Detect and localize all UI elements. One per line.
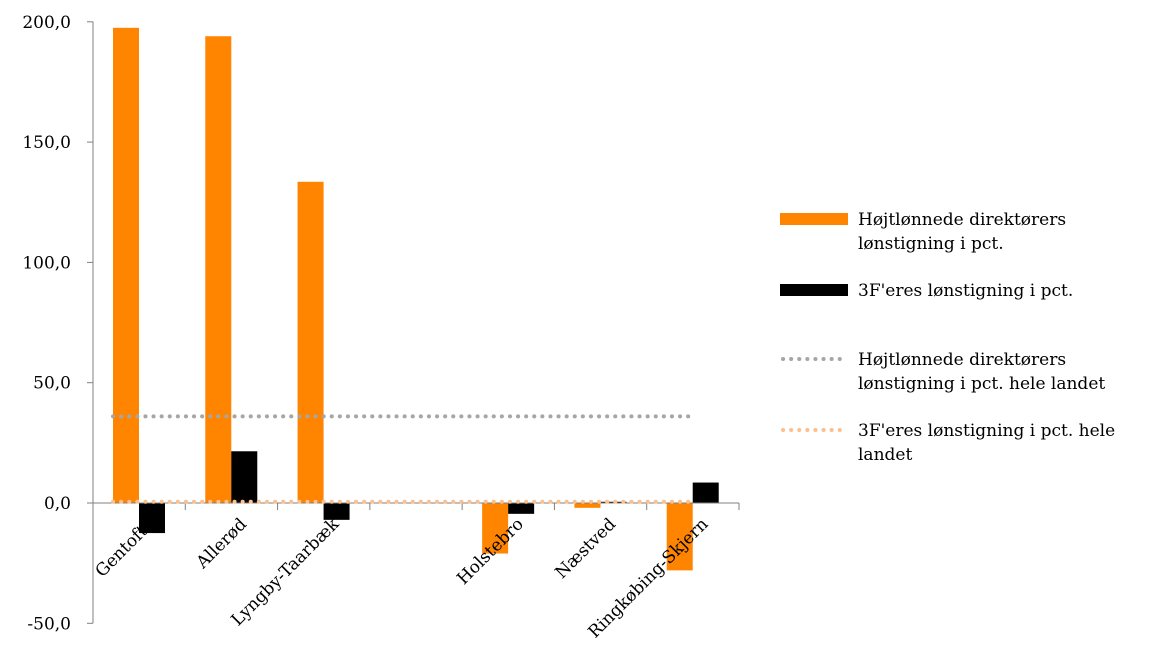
category-label: Næstved [552,514,621,583]
y-tick-label: 100,0 [22,253,71,273]
legend-label: Højtlønnede direktørers [858,350,1066,370]
bar-3f-6 [692,482,719,503]
bar-3f-0 [139,503,165,534]
bar-3f-1 [231,451,258,503]
y-tick-label: 50,0 [33,374,71,394]
bar-directors-4 [482,503,509,554]
bar-directors-1 [205,36,232,504]
legend-label: Højtlønnede direktørers [858,210,1066,230]
bar-directors-0 [113,27,139,503]
bar-directors-2 [297,181,324,503]
plot-area: 200,0 150,0 100,0 50,0 0,0 -50,0 Gentofte Aller… [22,13,740,642]
bar-directors-5 [574,503,601,508]
y-tick-label: 150,0 [22,133,71,153]
category-label: Allerød [192,514,251,573]
y-tick-label: -50,0 [27,614,71,634]
bar-3f-4 [508,503,535,514]
legend-label: 3F'eres lønstigning i pct. [858,281,1073,301]
legend-swatch-0 [780,213,848,225]
y-tick-label: 200,0 [22,13,71,33]
bar-directors-6 [666,503,693,571]
category-label: Gentofte [92,514,159,581]
legend-label: 3F'eres lønstigning i pct. hele [858,421,1115,441]
legend: Højtlønnede direktørers lønstigning i pct… [780,210,1115,465]
legend-label: lønstigning i pct. [858,234,1004,254]
legend-label: lønstigning i pct. hele landet [858,374,1105,394]
legend-label: landet [858,445,912,465]
legend-swatch-1 [780,284,848,296]
bar-3f-2 [323,503,350,520]
y-tick-label: 0,0 [44,494,71,514]
